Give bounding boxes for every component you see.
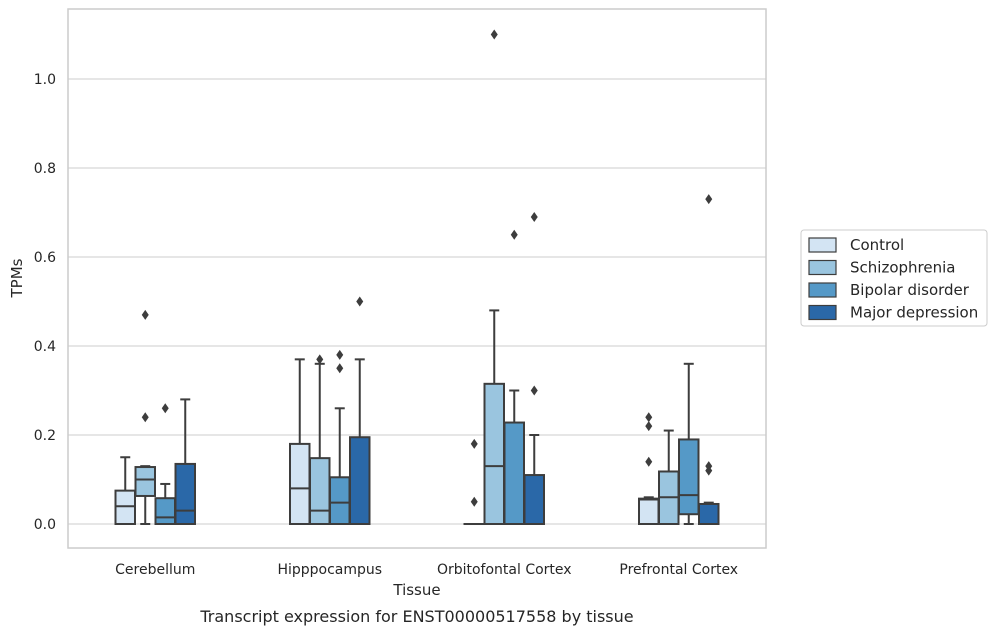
- box-marks: [114, 29, 720, 526]
- legend-item: Major depression: [808, 304, 978, 322]
- box-group: [114, 456, 136, 525]
- outlier-point: [470, 496, 478, 507]
- box-group: [309, 354, 331, 526]
- chart-caption: Transcript expression for ENST0000051755…: [199, 607, 633, 626]
- plot-frame: [67, 8, 767, 549]
- legend-swatch: [808, 237, 837, 253]
- x-axis-label: Tissue: [392, 581, 440, 599]
- box-group: [329, 349, 351, 525]
- box-group: [678, 362, 700, 525]
- box-group: [463, 438, 485, 526]
- box-group: [134, 309, 156, 525]
- box-body: [154, 497, 176, 526]
- outlier-point: [530, 211, 538, 222]
- box-group: [658, 429, 680, 525]
- box-body: [114, 489, 136, 525]
- box-body: [349, 436, 371, 526]
- outlier-point: [645, 412, 653, 423]
- box-group: [154, 403, 176, 526]
- y-tick-label: 0.0: [34, 517, 56, 533]
- box-group: [174, 398, 196, 525]
- outlier-point: [141, 412, 149, 423]
- y-tick-label: 0.8: [34, 161, 56, 177]
- box-group: [349, 296, 371, 526]
- legend-label: Control: [850, 236, 904, 254]
- box-body: [329, 476, 351, 525]
- box-group: [503, 229, 525, 526]
- box-body: [523, 474, 545, 525]
- x-tick-label: Cerebellum: [115, 562, 195, 578]
- y-tick-label: 0.2: [34, 428, 56, 444]
- x-tick-label: Prefrontal Cortex: [619, 562, 738, 578]
- x-tick-labels: Cerebellum Hipppocampus Orbitofontal Corte…: [115, 562, 738, 578]
- box-body: [289, 442, 311, 525]
- outlier-point: [336, 363, 344, 374]
- outlier-point: [705, 461, 713, 472]
- box-group: [698, 194, 720, 526]
- legend-swatch: [808, 304, 837, 321]
- outlier-point: [161, 403, 169, 414]
- legend-item: Bipolar disorder: [808, 281, 970, 299]
- box-group: [483, 29, 505, 526]
- box-body: [134, 466, 156, 497]
- box-body: [174, 462, 196, 525]
- outlier-point: [470, 438, 478, 449]
- box-body: [678, 438, 700, 516]
- box-group: [638, 412, 660, 526]
- legend-item: Control: [808, 236, 904, 254]
- y-gridlines: [68, 78, 766, 525]
- y-tick-label: 0.4: [34, 339, 56, 355]
- outlier-point: [705, 194, 713, 205]
- outlier-point: [510, 229, 518, 240]
- outlier-point: [490, 29, 498, 40]
- legend-swatch: [808, 282, 837, 298]
- legend-swatch: [808, 259, 837, 276]
- y-tick-labels: 0.0 0.2 0.4 0.6 0.8 1.0: [34, 72, 56, 533]
- y-tick-label: 1.0: [34, 72, 56, 88]
- box-body: [698, 502, 720, 526]
- legend-label: Major depression: [850, 304, 978, 322]
- legend-label: Bipolar disorder: [850, 281, 970, 299]
- outlier-point: [645, 456, 653, 467]
- box-body: [309, 457, 331, 526]
- y-tick-label: 0.6: [34, 250, 56, 266]
- outlier-point: [336, 349, 344, 360]
- outlier-point: [645, 421, 653, 432]
- x-tick-label: Orbitofontal Cortex: [437, 562, 572, 578]
- outlier-point: [141, 309, 149, 320]
- legend: Control Schizophrenia Bipolar disorder Majo…: [800, 229, 988, 327]
- legend-frame: [800, 229, 988, 327]
- outlier-point: [530, 385, 538, 396]
- legend-item: Schizophrenia: [808, 259, 955, 277]
- box-body: [638, 497, 660, 526]
- x-tick-label: Hipppocampus: [277, 562, 382, 578]
- outlier-point: [356, 296, 364, 307]
- box-group: [523, 211, 545, 525]
- box-group: [289, 358, 311, 525]
- box-body: [503, 421, 525, 526]
- legend-label: Schizophrenia: [850, 259, 955, 277]
- outlier-point: [316, 354, 324, 365]
- box-body: [483, 382, 505, 526]
- y-axis-label: TPMs: [8, 258, 26, 298]
